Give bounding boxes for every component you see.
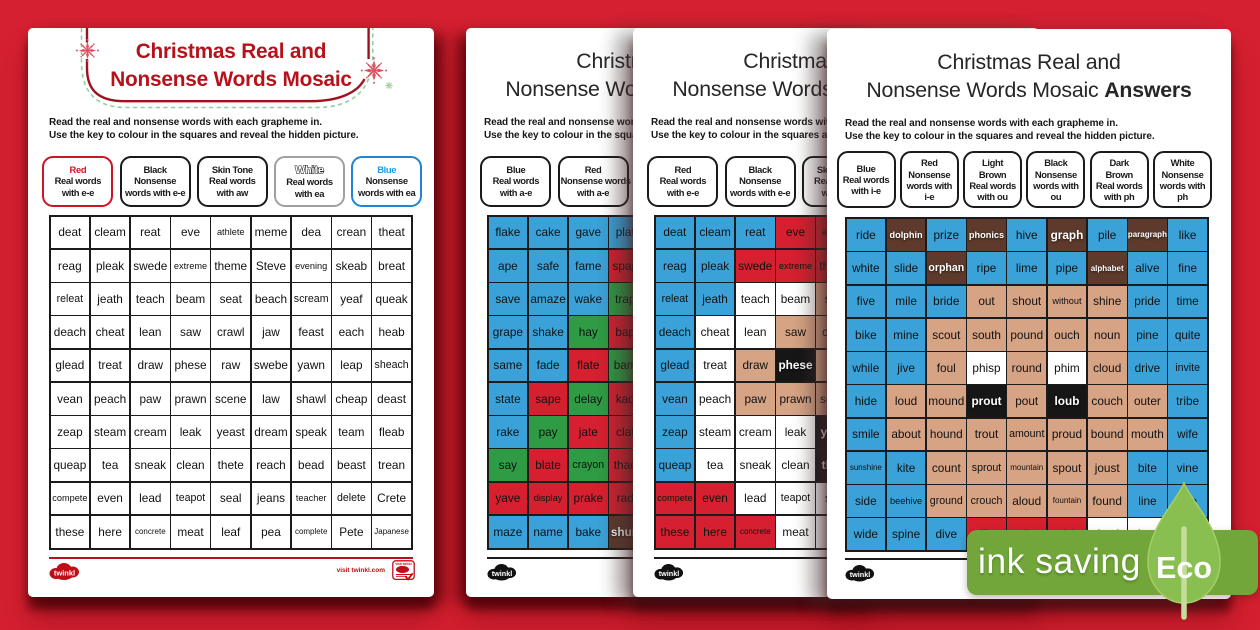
svg-text:twinkl: twinkl bbox=[849, 570, 870, 579]
svg-text:White: White bbox=[295, 165, 324, 177]
svg-text:twinkl: twinkl bbox=[491, 569, 512, 578]
svg-text:twinkl: twinkl bbox=[658, 569, 679, 578]
svg-text:twinkl: twinkl bbox=[54, 569, 75, 578]
svg-text:Eco: Eco bbox=[1156, 551, 1212, 585]
svg-text:visit twinkl: visit twinkl bbox=[395, 562, 411, 566]
